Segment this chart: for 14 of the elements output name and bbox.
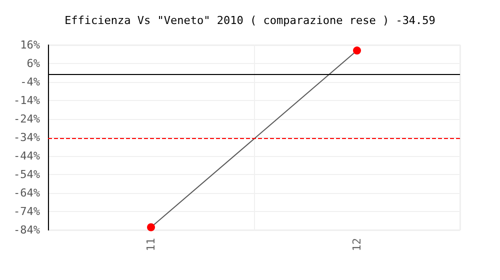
y-tick-label: -54% [14, 168, 40, 181]
y-tick-label: 16% [20, 38, 40, 52]
y-tick-label: -84% [14, 224, 40, 236]
y-tick-label: -4% [20, 76, 40, 88]
y-tick-label: 6% [26, 57, 40, 70]
y-tick-label: -14% [14, 94, 40, 107]
chart-title: Efficienza Vs "Veneto" 2010 ( comparazione rese ) -34.59 [64, 14, 436, 27]
y-tick-label: -44% [14, 150, 40, 162]
y-tick-label: -64% [14, 186, 40, 200]
x-tick-label: 11 [144, 238, 158, 252]
y-tick-label: -24% [14, 112, 40, 126]
y-tick-label: -74% [14, 205, 40, 218]
y-tick-label: -34% [14, 131, 40, 144]
x-tick-label: 12 [350, 238, 364, 252]
